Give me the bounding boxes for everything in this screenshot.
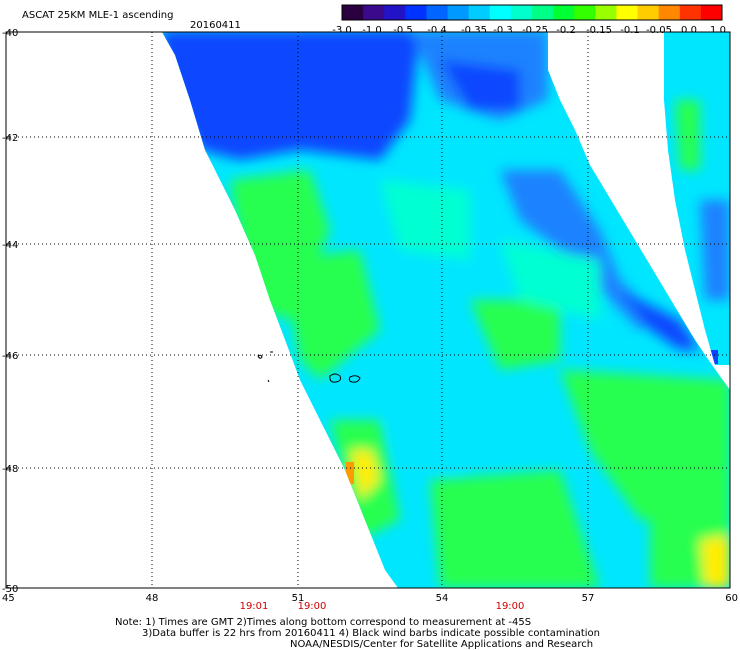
colorbar-swatch — [679, 5, 702, 20]
swath-main — [162, 32, 730, 588]
longitude-labels: 45 48 51 54 57 60 — [2, 593, 738, 604]
longitude-label: 57 — [582, 593, 595, 604]
colorbar-label: -0.5 — [393, 25, 413, 36]
time-labels: 19:01 19:00 19:00 — [240, 601, 525, 612]
gridlines — [6, 32, 730, 588]
colorbar-swatch — [363, 5, 385, 20]
colorbar-swatch — [595, 5, 617, 20]
colorbar-swatch — [405, 5, 427, 20]
time-label: 19:01 — [240, 601, 269, 612]
latitude-label: -44 — [2, 240, 18, 251]
colorbar-label: -1.0 — [362, 25, 382, 36]
colorbar-swatch — [489, 5, 512, 20]
colorbar-swatch — [574, 5, 596, 20]
map-date: 20160411 — [190, 20, 241, 31]
note-line-2: 3)Data buffer is 22 hrs from 20160411 4)… — [142, 628, 600, 639]
time-label: 19:00 — [298, 601, 327, 612]
longitude-label: 54 — [436, 593, 449, 604]
note-line-1: Note: 1) Times are GMT 2)Times along bot… — [115, 617, 531, 628]
colorbar-label: -3.0 — [332, 25, 352, 36]
colorbar-label: -0.2 — [556, 25, 576, 36]
colorbar-border — [341, 4, 723, 21]
latitude-label: -42 — [2, 133, 18, 144]
colorbar-swatch — [658, 5, 681, 20]
colorbar-swatch — [532, 5, 554, 20]
colorbar-label: 1.0 — [710, 25, 726, 36]
colorbar-swatch — [553, 5, 575, 20]
longitude-label: 60 — [725, 593, 738, 604]
colorbar-swatch — [510, 5, 533, 20]
colorbar-swatch — [342, 5, 364, 20]
longitude-label: 48 — [146, 593, 159, 604]
colorbar-label: -0.35 — [461, 25, 487, 36]
colorbar-swatch — [637, 5, 660, 20]
colorbar-swatch — [700, 5, 723, 20]
note-line-3: NOAA/NESDIS/Center for Satellite Applica… — [290, 639, 593, 650]
colorbar-swatches — [341, 4, 723, 21]
colorbar-swatch — [468, 5, 491, 20]
island-contours — [257, 351, 361, 383]
colorbar-label: 0.0 — [681, 25, 697, 36]
latitude-label: -46 — [2, 351, 18, 362]
colorbar-labels: -3.0 -1.0 -0.5 -0.4 -0.35 -0.3 -0.25 -0.2 -0.15-… — [332, 25, 726, 36]
colorbar-label: -0.1 — [620, 25, 640, 36]
colorbar-label: -0.3 — [493, 25, 513, 36]
latitude-label: -48 — [2, 464, 18, 475]
colorbar-swatch — [616, 5, 639, 20]
map-title: ASCAT 25KM MLE-1 ascending — [22, 10, 173, 21]
longitude-label: 45 — [2, 593, 15, 604]
colorbar: -3.0 -1.0 -0.5 -0.4 -0.35 -0.3 -0.25 -0.2 -0.15-… — [332, 4, 726, 36]
latitude-label: -40 — [2, 28, 18, 39]
colorbar-swatch — [384, 5, 406, 20]
latitude-labels: -40 -42 -44 -46 -48 -50 — [2, 28, 18, 595]
latitude-label: -50 — [2, 584, 18, 595]
colorbar-swatch — [426, 5, 449, 20]
colorbar-label: -0.05 — [646, 25, 672, 36]
map-frame — [5, 31, 731, 589]
time-label: 19:00 — [496, 601, 525, 612]
colorbar-label: -0.4 — [427, 25, 447, 36]
colorbar-label: -0.25 — [522, 25, 548, 36]
colorbar-label: -0.15 — [586, 25, 612, 36]
longitude-label: 51 — [292, 593, 305, 604]
colorbar-swatch — [447, 5, 470, 20]
